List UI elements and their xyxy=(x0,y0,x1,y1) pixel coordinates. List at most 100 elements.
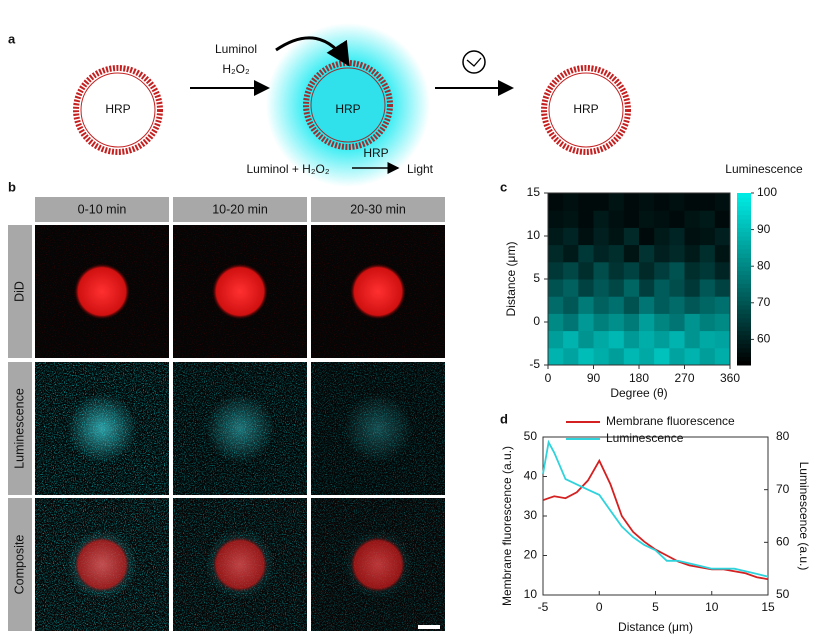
heatmap-cell xyxy=(563,279,579,297)
heatmap-cell xyxy=(699,330,716,349)
colorbar-step xyxy=(737,210,751,215)
colorbar-step xyxy=(737,360,751,366)
y-tick-label: 0 xyxy=(533,314,540,328)
column-header: 20-30 min xyxy=(350,202,406,216)
heatmap-cell xyxy=(714,313,731,332)
y-tick-label: 50 xyxy=(524,429,538,443)
colorbar-step xyxy=(737,205,751,211)
x-tick-label: 5 xyxy=(652,600,659,614)
heatmap-cell xyxy=(654,261,670,280)
heatmap-cell xyxy=(578,193,594,211)
heatmap-cell xyxy=(578,261,594,280)
heatmap-cell xyxy=(578,296,594,314)
heatmap-cell xyxy=(548,279,564,297)
data-line xyxy=(542,439,769,578)
colorbar-step xyxy=(737,244,751,250)
cell xyxy=(212,536,268,593)
x-tick-label: 15 xyxy=(761,600,775,614)
scale-bar xyxy=(418,625,440,629)
column-header-bg xyxy=(173,197,307,222)
heatmap-cell xyxy=(669,330,685,349)
y-tick-label: 40 xyxy=(524,469,538,483)
heatmap-cell xyxy=(623,227,640,246)
y-tick-label: 30 xyxy=(524,508,538,522)
heatmap-cell xyxy=(714,330,731,349)
vesicle-label: HRP xyxy=(573,102,598,116)
row-header: Luminescence xyxy=(12,388,26,469)
x-tick-label: 90 xyxy=(587,371,601,385)
heatmap-cell xyxy=(593,210,610,228)
glow xyxy=(205,393,275,464)
heatmap-cell xyxy=(593,193,610,211)
colorbar-step xyxy=(737,257,751,263)
heatmap-cell xyxy=(593,279,610,297)
colorbar-step xyxy=(737,322,751,327)
y-tick-label: 10 xyxy=(527,228,541,242)
heatmap-cell xyxy=(699,279,716,297)
colorbar-step xyxy=(737,334,751,340)
heatmap-cell xyxy=(669,244,685,263)
x-tick-label: 0 xyxy=(596,600,603,614)
y-tick-label: 10 xyxy=(524,587,538,601)
heatmap-cell xyxy=(639,313,655,332)
heatmap-cell xyxy=(699,244,716,263)
y-axis-label: Distance (μm) xyxy=(504,242,518,317)
heatmap-cell xyxy=(639,210,655,228)
arrow xyxy=(275,36,350,67)
glow xyxy=(343,393,413,464)
colorbar-step xyxy=(737,248,751,254)
y2-tick-label: 60 xyxy=(776,535,790,549)
row-header-bg xyxy=(8,225,32,358)
heatmap-cell xyxy=(669,296,685,314)
colorbar-tick-label: 100 xyxy=(757,185,777,199)
heatmap-cell xyxy=(714,279,731,297)
heatmap-cell xyxy=(654,244,670,263)
heatmap-cell xyxy=(684,330,701,349)
heatmap-cell xyxy=(578,313,594,332)
colorbar-step xyxy=(737,236,751,241)
colorbar-step xyxy=(737,253,751,258)
heatmap-cell xyxy=(654,330,670,349)
heatmap-cell xyxy=(654,313,670,332)
panel-label: c xyxy=(500,179,507,194)
heatmap-cell xyxy=(563,313,579,332)
cell xyxy=(74,536,130,593)
y2-tick-label: 80 xyxy=(776,429,790,443)
heatmap-chart: 0 90 180 270 360 -5 0 5 10 15 Degree (θ) Distance (… xyxy=(504,162,803,400)
heatmap-cell xyxy=(714,296,731,314)
heatmap-cell xyxy=(563,244,579,263)
heatmap-cell xyxy=(548,296,564,314)
heatmap-cell xyxy=(714,193,731,211)
colorbar-step xyxy=(737,304,751,310)
colorbar-step xyxy=(737,266,751,271)
line-chart: -5 0 5 10 15 10 20 30 40 50 50 60 70 80 Membrane fluor… xyxy=(500,414,811,634)
legend-label: Luminescence xyxy=(606,431,684,445)
colorbar-step xyxy=(737,309,751,314)
heatmap-cell xyxy=(563,227,579,246)
heatmap-cell xyxy=(654,193,670,211)
heatmap-cell xyxy=(669,347,685,366)
colorbar-step xyxy=(737,218,751,224)
column-header-bg xyxy=(311,197,445,222)
y2-tick-label: 70 xyxy=(776,482,790,496)
colorbar-step xyxy=(737,330,751,336)
colorbar-step xyxy=(737,296,751,301)
y-tick-label: -5 xyxy=(529,357,540,371)
vesicle xyxy=(541,65,631,155)
equation: Light xyxy=(407,162,434,176)
x-tick-label: 180 xyxy=(629,371,649,385)
heatmap-cell xyxy=(593,347,610,366)
cell xyxy=(74,263,130,320)
equation: Luminol + H₂O₂ xyxy=(246,162,329,176)
heatmap-cell xyxy=(684,227,701,246)
y-axis-label: Membrane fluorescence (a.u.) xyxy=(500,446,514,606)
colorbar-step xyxy=(737,197,751,203)
x-tick-label: 0 xyxy=(545,371,552,385)
vesicle-label: HRP xyxy=(335,102,360,116)
heatmap-cell xyxy=(593,227,610,246)
heatmap-cell xyxy=(639,227,655,246)
colorbar-step xyxy=(737,193,751,198)
heatmap-cell xyxy=(669,227,685,246)
heatmap-cell xyxy=(593,313,610,332)
